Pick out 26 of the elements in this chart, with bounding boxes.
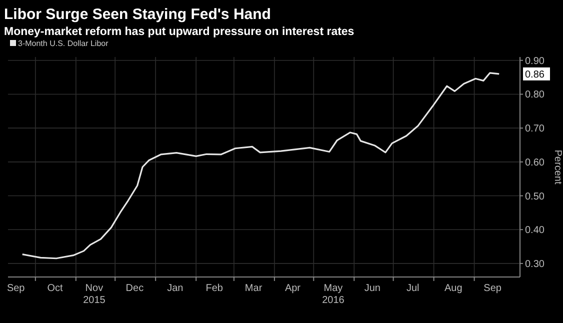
x-tick-label: Sep (484, 283, 502, 294)
y-axis-title: Percent (552, 150, 563, 184)
x-tick-label: Jul (406, 283, 420, 294)
x-tick-label: Feb (206, 283, 224, 294)
legend-label: 3-Month U.S. Dollar Libor (18, 39, 109, 48)
line-series (22, 72, 500, 260)
y-tick-label: 0.30 (525, 258, 545, 270)
x-tick-label: Oct (47, 283, 64, 294)
x-tick-label: Jan (167, 283, 184, 294)
x-tick-label: Apr (284, 283, 302, 294)
chart-title: Libor Surge Seen Staying Fed's Hand (4, 6, 271, 23)
y-tick-label: 0.60 (525, 157, 545, 168)
x-tick-label: Nov 2015 (83, 283, 106, 306)
chart-subtitle: Money-market reform has put upward pressure on interest rates (4, 26, 354, 38)
y-tick-label: 0.80 (525, 90, 545, 101)
y-tick-label: 0.50 (525, 191, 545, 202)
x-tick-label: Jun (364, 283, 380, 294)
y-tick-label: 0.40 (525, 225, 545, 236)
annotation: 0.86 (525, 69, 545, 80)
x-tick-label: Dec (126, 283, 144, 294)
y-tick-label: 0.70 (525, 124, 545, 135)
x-tick-label: Mar (244, 283, 263, 294)
x-tick-label: May 2016 (322, 283, 345, 306)
x-tick-label: Sep (6, 283, 26, 294)
x-tick-label: Aug (444, 283, 462, 294)
y-tick-label: 0.90 (525, 56, 545, 67)
